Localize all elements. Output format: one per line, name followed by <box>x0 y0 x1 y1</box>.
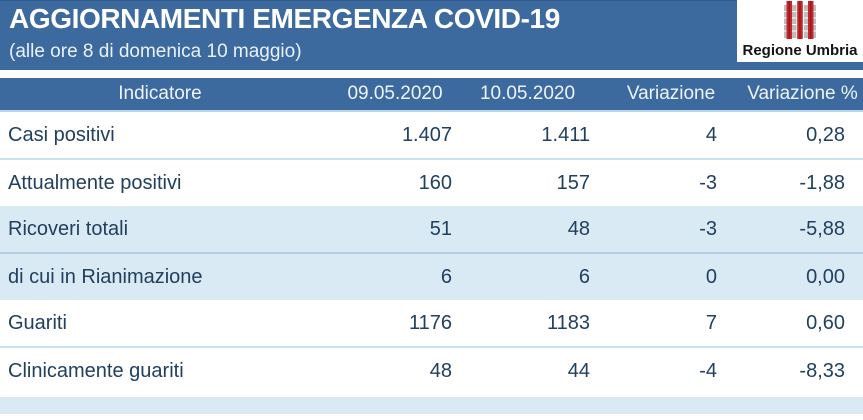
value-variazione-pct: 0,60 <box>722 300 863 348</box>
value-10-05: 1183 <box>455 300 600 348</box>
regione-umbria-logo: Regione Umbria <box>737 0 863 62</box>
column-header-10-05-2020: 10.05.2020 <box>455 78 600 112</box>
value-09-05: 51 <box>335 206 455 254</box>
row-label: Guariti <box>0 300 335 348</box>
value-variazione: -3 <box>699 171 717 194</box>
value-variazione: -4 <box>699 359 717 382</box>
value-10-05: 6 <box>578 265 590 288</box>
table-row-ricoveri-totali: Ricoveri totali 51 48 -3 -5,88 <box>0 206 863 254</box>
value-variazione-pct: -8,33 <box>799 359 845 382</box>
partial-row-band <box>0 394 863 414</box>
column-header-indicatore: Indicatore <box>0 78 335 112</box>
table-row-attualmente-positivi: Attualmente positivi 160 157 -3 -1,88 <box>0 159 863 206</box>
value-09-05: 1176 <box>335 300 455 348</box>
value-09-05: 48 <box>429 359 452 382</box>
table-row-partial <box>0 394 863 414</box>
table-row-guariti: Guariti 1176 1183 7 0,60 <box>0 300 863 348</box>
row-label: Ricoveri totali <box>0 206 335 254</box>
value-variazione-pct: -1,88 <box>799 171 845 194</box>
title-band: AGGIORNAMENTI EMERGENZA COVID-19 (alle o… <box>0 0 863 70</box>
value-10-05: 1.411 <box>455 111 600 160</box>
row-label: di cui in Rianimazione <box>8 265 203 288</box>
page-title: AGGIORNAMENTI EMERGENZA COVID-19 <box>9 3 560 34</box>
umbria-emblem-icon <box>737 1 863 43</box>
covid-table: Indicatore 09.05.2020 10.05.2020 Variazi… <box>0 78 863 414</box>
table-row-casi-positivi: Casi positivi 1.407 1.411 4 0,28 <box>0 111 863 160</box>
table-row-rianimazione: di cui in Rianimazione 6 6 0 0,00 <box>0 253 863 300</box>
value-variazione-pct: 0,28 <box>722 111 863 160</box>
value-variazione: 4 <box>600 111 722 160</box>
column-header-variazione-pct: Variazione % <box>722 78 863 112</box>
table-row-clinicamente-guariti: Clinicamente guariti 48 44 -4 -8,33 <box>0 347 863 396</box>
value-10-05: 44 <box>567 359 590 382</box>
value-10-05: 48 <box>455 206 600 254</box>
page-subtitle: (alle ore 8 di domenica 10 maggio) <box>9 41 302 62</box>
value-variazione-pct: -5,88 <box>722 206 863 254</box>
value-10-05: 157 <box>556 171 590 194</box>
value-variazione: 0 <box>705 265 717 288</box>
row-label: Casi positivi <box>0 111 335 160</box>
column-header-variazione: Variazione <box>600 78 722 112</box>
value-09-05: 6 <box>440 265 452 288</box>
table-header-row: Indicatore 09.05.2020 10.05.2020 Variazi… <box>0 78 863 112</box>
logo-label: Regione Umbria <box>742 42 858 59</box>
row-label: Attualmente positivi <box>8 171 182 194</box>
value-09-05: 1.407 <box>335 111 455 160</box>
value-variazione-pct: 0,00 <box>806 265 845 288</box>
row-label: Clinicamente guariti <box>8 359 184 382</box>
column-header-09-05-2020: 09.05.2020 <box>335 78 455 112</box>
value-variazione: 7 <box>600 300 722 348</box>
value-variazione: -3 <box>600 206 722 254</box>
value-09-05: 160 <box>418 171 452 194</box>
